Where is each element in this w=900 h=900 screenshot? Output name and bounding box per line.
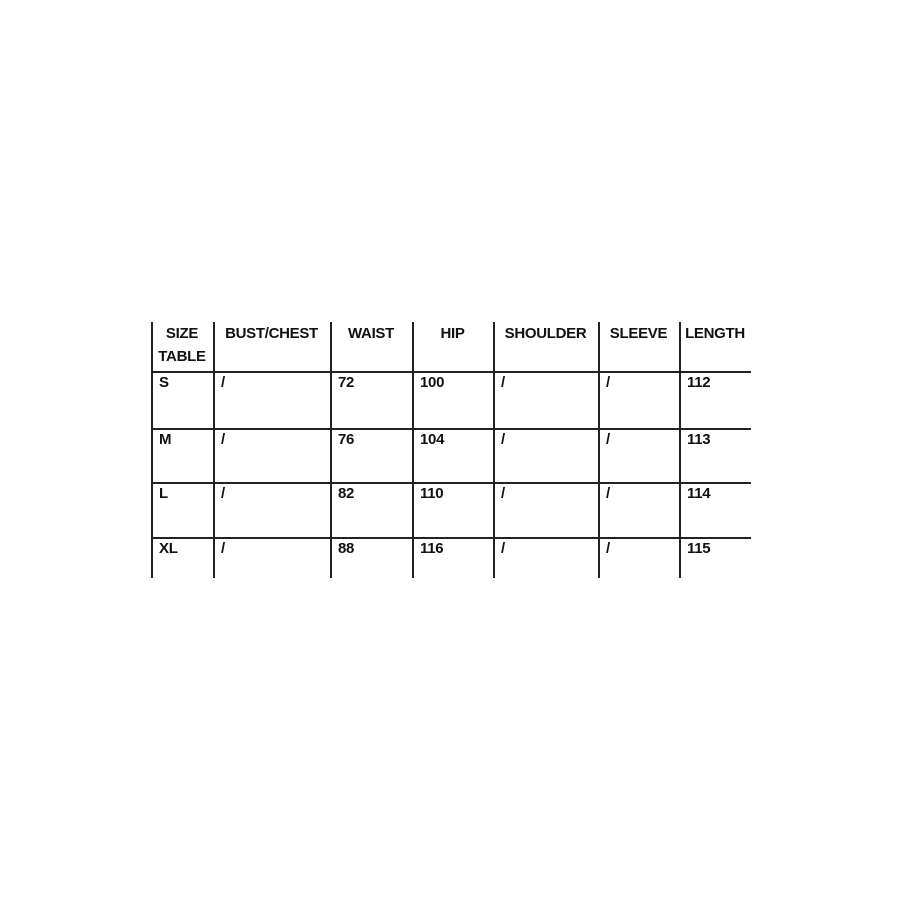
table-cell: 82: [338, 485, 355, 502]
table-cell: 76: [338, 431, 355, 448]
table-cell: 114: [687, 485, 711, 502]
row-divider: [151, 482, 751, 484]
table-cell: 115: [687, 540, 711, 557]
column-header: HIP: [440, 325, 465, 342]
table-cell: /: [501, 374, 505, 391]
table-cell: /: [221, 540, 225, 557]
column-header: SHOULDER: [504, 325, 587, 342]
row-divider: [151, 428, 751, 430]
column-header: SIZE TABLE: [158, 325, 206, 365]
table-cell: 113: [687, 431, 711, 448]
table-cell: /: [221, 431, 225, 448]
column-divider: [213, 322, 215, 578]
column-divider: [493, 322, 495, 578]
table-cell: 88: [338, 540, 355, 557]
column-divider: [330, 322, 332, 578]
table-cell: /: [606, 540, 610, 557]
column-divider: [679, 322, 681, 578]
column-header: BUST/CHEST: [225, 325, 318, 342]
table-cell: 104: [420, 431, 445, 448]
table-cell: 110: [420, 485, 444, 502]
table-cell: /: [221, 374, 225, 391]
table-cell: /: [501, 540, 505, 557]
table-cell: /: [501, 431, 505, 448]
row-divider: [151, 371, 751, 373]
size-table: SIZE TABLE BUST/CHEST WAIST HIP SHOULDER SLEEV…: [151, 322, 751, 578]
column-header: SLEEVE: [609, 325, 668, 342]
table-cell: /: [501, 485, 505, 502]
column-divider: [151, 322, 153, 578]
table-cell: /: [606, 485, 610, 502]
table-cell: 112: [687, 374, 711, 391]
table-cell: S: [159, 374, 169, 391]
table-cell: /: [606, 374, 610, 391]
table-cell: L: [159, 485, 168, 502]
column-divider: [598, 322, 600, 578]
table-cell: 116: [420, 540, 444, 557]
column-header: LENGTH: [685, 325, 745, 342]
column-divider: [412, 322, 414, 578]
table-cell: /: [606, 431, 610, 448]
column-header: WAIST: [348, 325, 394, 342]
table-cell: 100: [420, 374, 445, 391]
table-cell: 72: [338, 374, 355, 391]
table-cell: M: [159, 431, 172, 448]
table-cell: /: [221, 485, 225, 502]
table-cell: XL: [159, 540, 178, 557]
row-divider: [151, 537, 751, 539]
